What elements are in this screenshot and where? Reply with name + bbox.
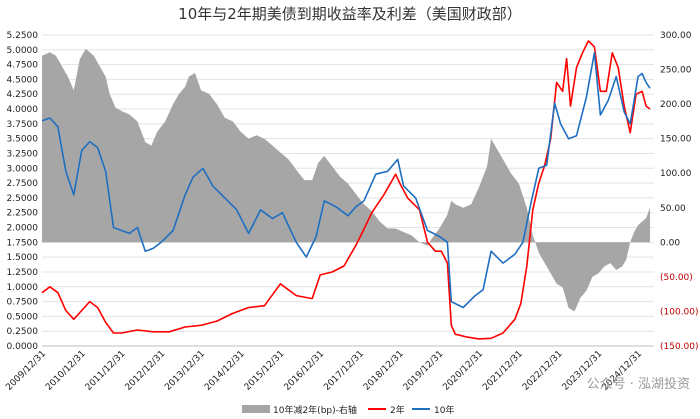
series-line-2y — [41, 40, 651, 340]
y-right-tick-label: 250.00 — [660, 66, 692, 76]
y-right-tick-label: 100.00 — [660, 169, 692, 179]
y-left-tick-label: 1.0000 — [7, 283, 39, 293]
y-right-tick-label: (150.00) — [660, 342, 699, 352]
y-left-tick-label: 0.5000 — [7, 312, 39, 322]
watermark: 公众号 · 泓湖投资 — [587, 376, 690, 392]
y-left-tick-label: 3.2500 — [7, 149, 39, 159]
legend-label-10y: 10年 — [434, 404, 454, 416]
y-left-tick-label: 5.0000 — [7, 46, 39, 56]
y-left-tick-label: 5.2500 — [7, 31, 39, 41]
legend-label-2y: 2年 — [390, 404, 405, 416]
legend-swatch-spread — [242, 405, 270, 413]
y-right-tick-label: 50.00 — [660, 204, 686, 214]
y-left-tick-label: 4.0000 — [7, 105, 39, 115]
y-left-tick-label: 1.2500 — [7, 268, 39, 278]
y-right-tick-label: 200.00 — [660, 100, 692, 110]
legend-label-spread: 10年减2年(bp)-右轴 — [273, 404, 357, 416]
series-area-spread — [42, 48, 650, 312]
y-axis-left: 0.0000 0.2500 0.5000 0.7500 1.0000 1.2500 1.50… — [7, 31, 39, 352]
y-left-tick-label: 1.5000 — [7, 253, 39, 263]
y-left-tick-label: 3.7500 — [7, 120, 39, 130]
y-axis-right: (150.00) (100.00) (50.00) 0.00 50.00 100.00 15… — [660, 31, 699, 352]
y-left-tick-label: 0.0000 — [7, 342, 39, 352]
y-left-tick-label: 4.5000 — [7, 75, 39, 85]
y-left-tick-label: 3.5000 — [7, 135, 39, 145]
y-right-tick-label: 0.00 — [660, 238, 680, 248]
y-right-tick-label: 300.00 — [660, 31, 692, 41]
y-left-tick-label: 3.0000 — [7, 164, 39, 174]
yield-lines-layer — [41, 40, 651, 340]
y-left-tick-label: 2.5000 — [7, 194, 39, 204]
y-left-tick-label: 2.7500 — [7, 179, 39, 189]
y-left-tick-label: 4.2500 — [7, 90, 39, 100]
y-left-tick-label: 2.2500 — [7, 209, 39, 219]
series-line-10y — [41, 52, 651, 309]
y-right-tick-label: 150.00 — [660, 135, 692, 145]
y-left-tick-label: 0.2500 — [7, 327, 39, 337]
y-left-tick-label: 2.0000 — [7, 224, 39, 234]
y-left-tick-label: 1.7500 — [7, 238, 39, 248]
spread-area-layer — [42, 48, 650, 312]
chart-title: 10年与2年期美债到期收益率及利差（美国财政部） — [178, 5, 522, 23]
y-right-tick-label: (100.00) — [660, 307, 699, 317]
y-right-tick-label: (50.00) — [660, 273, 693, 283]
legend: 10年减2年(bp)-右轴 2年 10年 — [242, 404, 454, 416]
y-left-tick-label: 0.7500 — [7, 298, 39, 308]
y-left-tick-label: 4.7500 — [7, 61, 39, 71]
